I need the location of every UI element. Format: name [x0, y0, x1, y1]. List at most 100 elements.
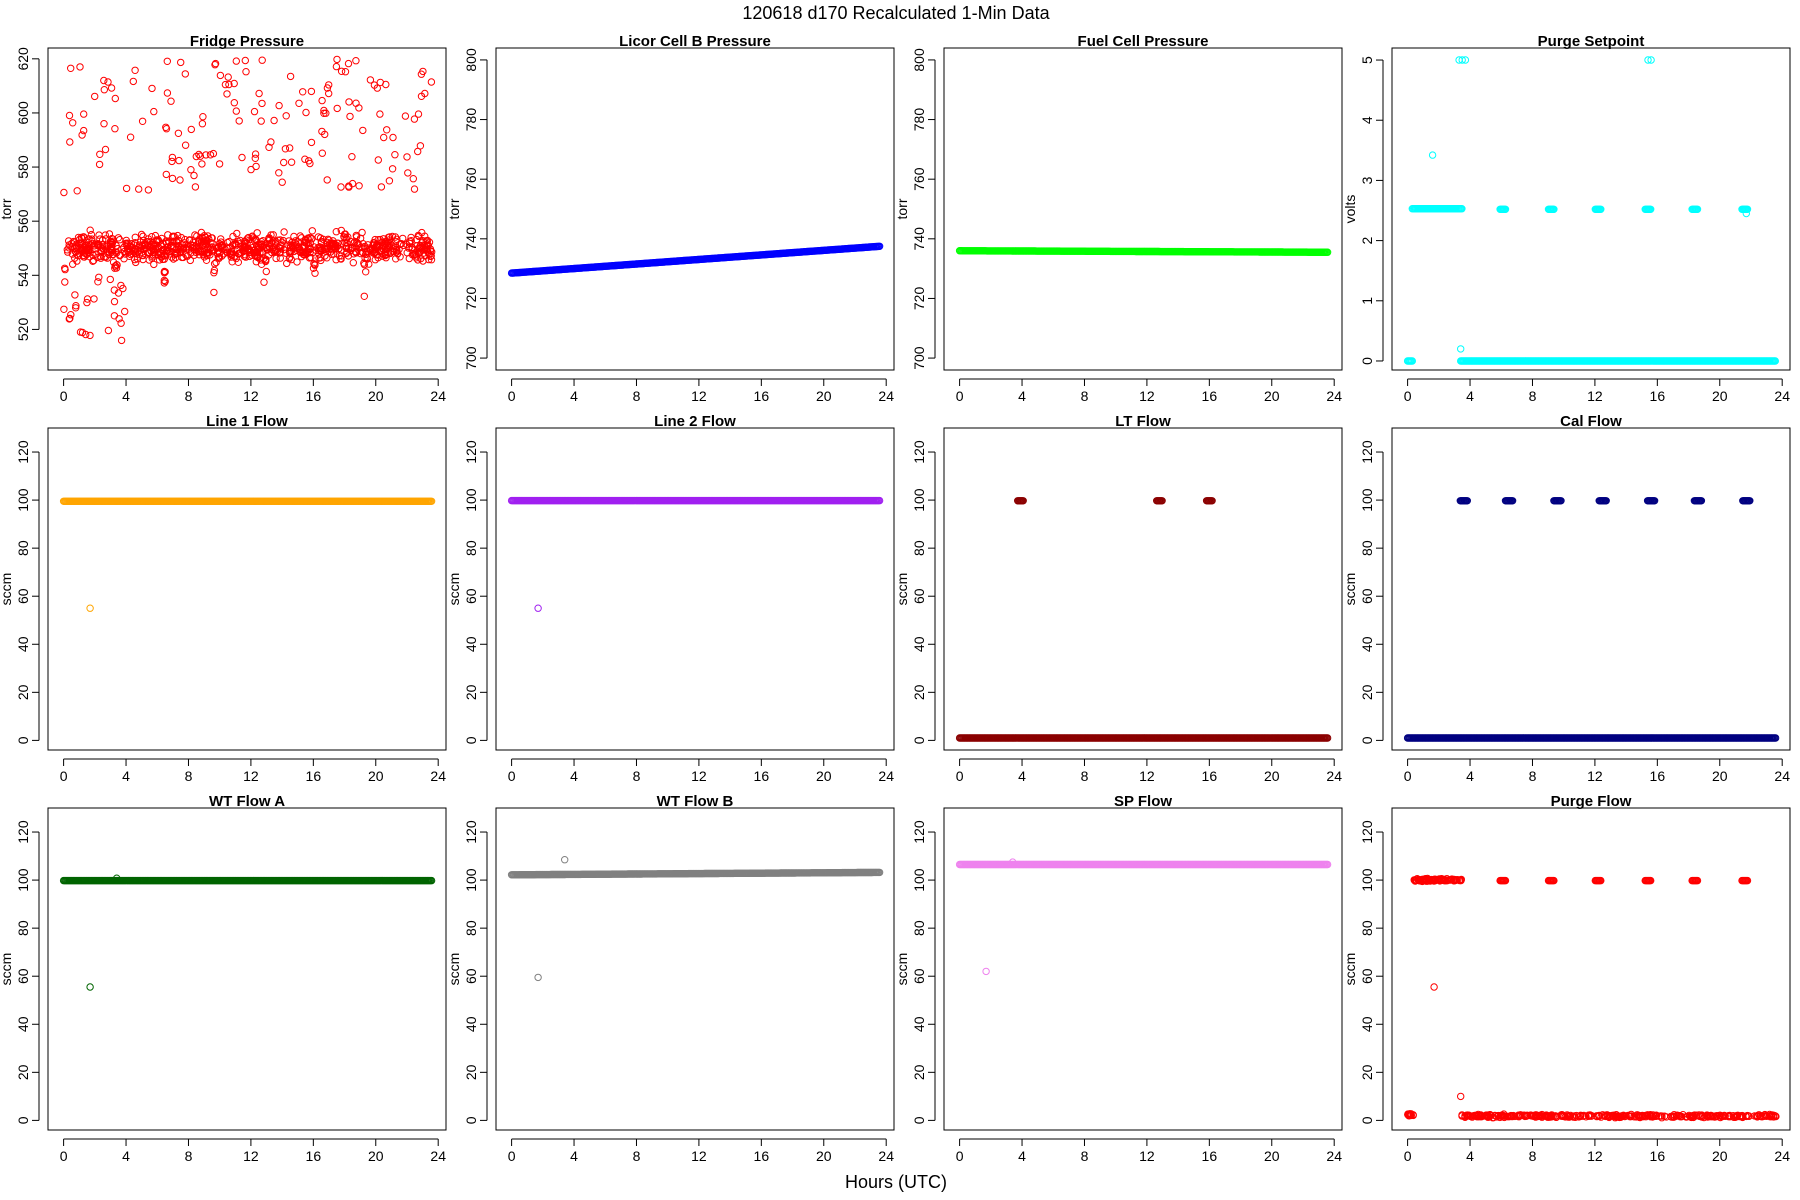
- data-point: [282, 112, 290, 120]
- x-tick-label: 0: [508, 388, 516, 404]
- data-point: [109, 258, 118, 266]
- x-tick-label: 8: [185, 388, 193, 404]
- data-point: [1428, 151, 1437, 159]
- data-point: [227, 250, 236, 259]
- y-tick-label: 60: [463, 968, 479, 984]
- data-point: [174, 129, 183, 138]
- panel-title: Line 1 Flow: [206, 413, 288, 430]
- data-point: [100, 86, 109, 94]
- data-point: [144, 235, 153, 243]
- plot-frame: [47, 807, 447, 1131]
- data-point: [296, 232, 304, 240]
- data-point: [391, 151, 399, 159]
- data-series-group: [955, 497, 1332, 742]
- data-point: [262, 255, 270, 263]
- x-tick-label: 8: [185, 768, 193, 784]
- data-point: [195, 150, 203, 159]
- data-point: [253, 248, 262, 257]
- data-point: [210, 288, 218, 297]
- data-point: [229, 232, 237, 241]
- data-point: [272, 254, 280, 263]
- data-point: [323, 176, 331, 184]
- y-tick-label: 80: [15, 540, 31, 556]
- data-point: [73, 187, 81, 195]
- y-tick-label: 0: [1359, 357, 1375, 365]
- data-point: [402, 240, 411, 249]
- data-point: [162, 239, 171, 248]
- data-point: [122, 184, 131, 193]
- y-tick-label: 560: [15, 209, 31, 233]
- y-axis-label: sccm: [894, 573, 910, 606]
- data-point: [160, 255, 169, 263]
- data-point: [198, 120, 207, 128]
- data-point: [181, 141, 190, 149]
- data-point: [60, 305, 68, 313]
- plot-frame: [495, 47, 895, 371]
- data-point: [256, 240, 264, 249]
- data-point: [102, 253, 110, 261]
- data-point: [67, 311, 75, 319]
- data-series-group: [507, 856, 884, 982]
- x-tick-label: 12: [1587, 388, 1603, 404]
- x-tick-label: 4: [1466, 768, 1474, 784]
- panel-title: Cal Flow: [1560, 413, 1622, 430]
- data-point: [119, 284, 127, 293]
- data-point: [374, 156, 382, 164]
- data-point: [94, 278, 102, 286]
- y-tick-label: 100: [1359, 488, 1375, 512]
- data-point: [169, 232, 177, 241]
- y-tick-label: 80: [911, 540, 927, 556]
- data-point: [404, 169, 412, 177]
- data-point: [112, 264, 121, 272]
- data-point: [279, 236, 287, 245]
- data-point: [337, 67, 346, 76]
- data-point: [112, 242, 120, 250]
- data-point: [258, 99, 266, 108]
- data-point: [72, 302, 80, 310]
- data-series-group: [507, 496, 884, 612]
- data-point: [88, 235, 96, 243]
- data-point: [423, 247, 431, 255]
- data-point: [95, 273, 103, 281]
- data-point: [242, 68, 250, 76]
- x-tick-label: 4: [570, 1148, 578, 1164]
- data-point: [355, 104, 363, 112]
- data-point: [295, 243, 303, 251]
- data-point: [309, 264, 318, 272]
- data-point: [280, 158, 288, 167]
- y-tick-label: 0: [15, 736, 31, 744]
- data-point: [269, 231, 277, 239]
- data-point: [341, 68, 350, 76]
- y-tick-label: 100: [15, 868, 31, 892]
- data-point: [306, 244, 315, 253]
- data-point: [344, 59, 353, 68]
- x-tick-label: 20: [1712, 768, 1728, 784]
- data-point: [106, 275, 115, 284]
- data-point: [91, 92, 99, 101]
- data-point: [333, 55, 341, 64]
- data-point: [275, 169, 283, 177]
- y-tick-label: 40: [1359, 636, 1375, 652]
- panel-title: Purge Setpoint: [1538, 33, 1645, 50]
- y-axis-label: sccm: [446, 953, 462, 986]
- data-point: [262, 267, 270, 276]
- data-point: [276, 248, 284, 256]
- data-point: [265, 244, 274, 252]
- data-point: [134, 248, 142, 256]
- x-tick-label: 20: [1712, 388, 1728, 404]
- data-point: [168, 153, 177, 162]
- data-point: [401, 112, 410, 120]
- x-tick-label: 20: [368, 388, 384, 404]
- data-point: [111, 94, 120, 103]
- y-tick-label: 4: [1359, 116, 1375, 124]
- data-point: [281, 145, 290, 153]
- y-tick-label: 520: [15, 318, 31, 342]
- x-tick-label: 4: [1466, 388, 1474, 404]
- data-point: [120, 255, 128, 263]
- data-point: [318, 127, 326, 136]
- data-point: [174, 231, 182, 240]
- data-point: [171, 250, 180, 258]
